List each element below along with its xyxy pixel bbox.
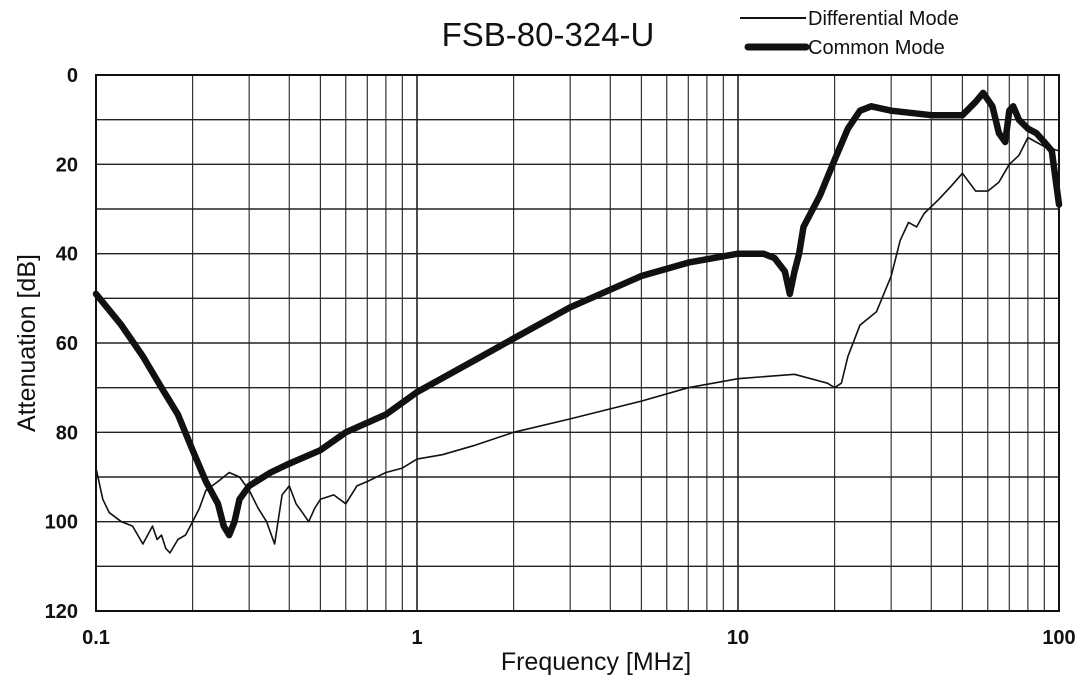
x-tick-label: 10 [727,627,749,649]
y-tick-label: 20 [56,154,78,176]
series-layer [92,89,1063,554]
y-tick-label: 60 [56,333,78,355]
tick-labels: 0.1 1 10 100 0 20 40 60 80 100 120 [45,65,1076,649]
y-tick-label: 100 [45,512,78,534]
legend-label-differential: Differential Mode [808,8,959,30]
x-tick-label: 0.1 [82,627,110,649]
y-axis-label: Attenuation [dB] [13,254,41,432]
plot-frame [95,74,1060,612]
series-line-differential-mode [95,136,1060,554]
chart-title: FSB-80-324-U [442,16,655,53]
x-tick-label: 100 [1042,627,1075,649]
grid [96,75,1059,611]
y-tick-label: 80 [56,422,78,444]
x-tick-label: 1 [411,627,422,649]
x-axis-label: Frequency [MHz] [501,648,691,676]
y-tick-label: 120 [45,601,78,623]
series-line-common-mode [92,89,1063,539]
y-tick-label: 0 [67,65,78,87]
y-tick-label: 40 [56,244,78,266]
legend: Differential Mode Common Mode [740,8,959,59]
legend-label-common: Common Mode [808,37,945,59]
